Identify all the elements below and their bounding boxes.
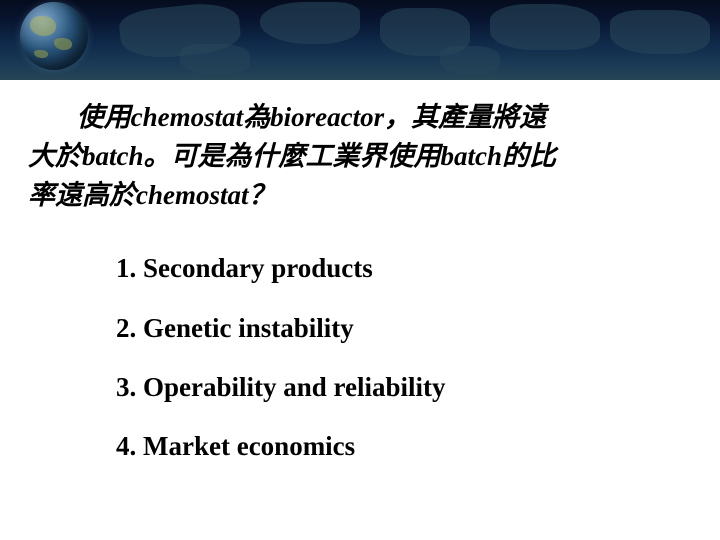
list-item: 1. Secondary products bbox=[116, 251, 692, 286]
answer-list: 1. Secondary products 2. Genetic instabi… bbox=[28, 251, 692, 463]
map-silhouette bbox=[260, 2, 360, 44]
question-text: 使用chemostat為bioreactor，其產量將遠 大於batch。可是為… bbox=[28, 98, 692, 215]
globe-icon bbox=[20, 2, 88, 70]
question-line: 大於batch。可是為什麼工業界使用batch的比 bbox=[28, 141, 556, 171]
map-silhouette bbox=[610, 10, 710, 54]
list-item: 2. Genetic instability bbox=[116, 311, 692, 346]
banner bbox=[0, 0, 720, 80]
question-line: 率遠高於chemostat？ bbox=[28, 180, 276, 210]
slide-content: 使用chemostat為bioreactor，其產量將遠 大於batch。可是為… bbox=[0, 80, 720, 464]
question-line: 使用chemostat為bioreactor，其產量將遠 bbox=[77, 102, 546, 132]
list-item: 3. Operability and reliability bbox=[116, 370, 692, 405]
map-silhouette bbox=[180, 44, 250, 74]
map-silhouette bbox=[440, 46, 500, 74]
list-item: 4. Market economics bbox=[116, 429, 692, 464]
map-silhouette bbox=[490, 4, 600, 50]
